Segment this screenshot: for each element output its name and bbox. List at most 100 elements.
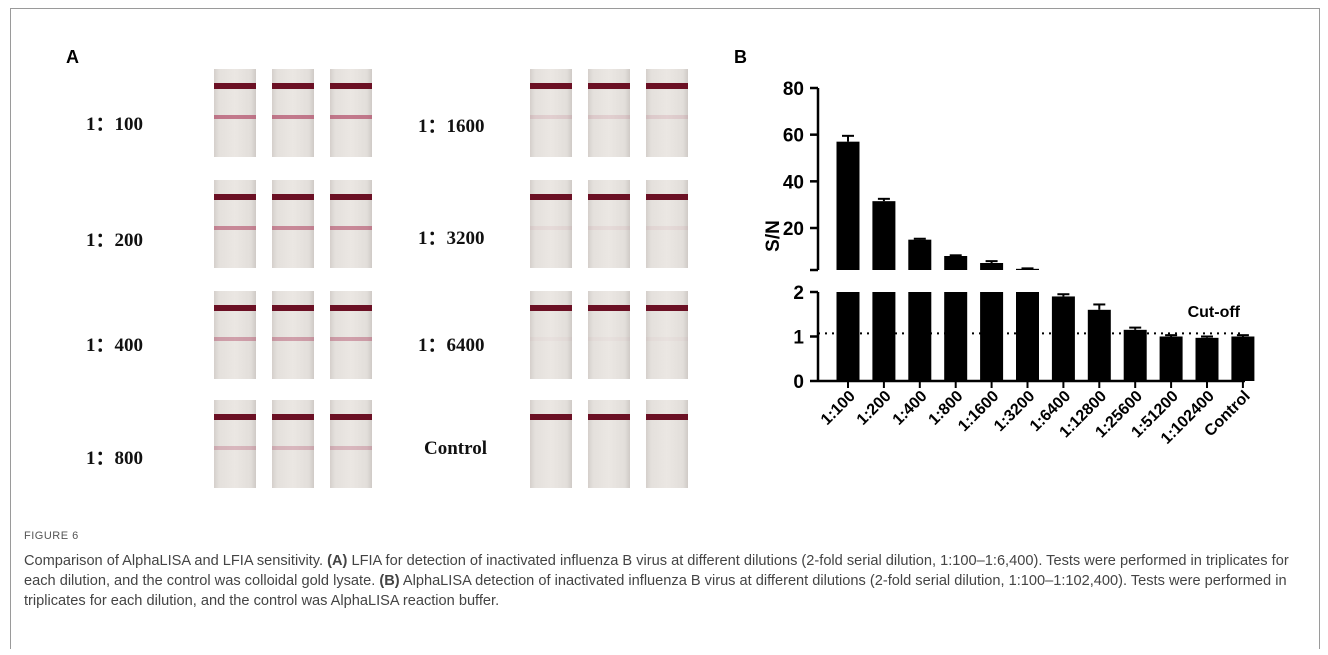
lfia-strip: [646, 69, 688, 157]
lfia-strip: [588, 69, 630, 157]
lfia-strip: [272, 180, 314, 268]
bar-lower: [1123, 329, 1147, 381]
control-line: [214, 83, 256, 89]
y-axis-label: S/N: [763, 220, 784, 252]
cutoff-label: Cut-off: [1188, 304, 1241, 321]
control-line: [588, 305, 630, 311]
control-line: [588, 83, 630, 89]
bar-upper: [980, 263, 1004, 270]
test-line: [330, 226, 372, 230]
test-line: [214, 446, 256, 450]
bar-upper: [908, 239, 932, 270]
alphalisa-bar-chart: Cut-off20406080012S/N1:1001:2001:4001:80…: [763, 79, 1255, 448]
figure-frame: [10, 8, 1320, 649]
caption-b-tag: (B): [379, 573, 400, 589]
caption-b-text: AlphaLISA detection of inactivated influ…: [24, 573, 1287, 609]
row-label-5: 1：1600: [418, 116, 485, 137]
test-line: [646, 226, 688, 230]
bar-lower: [980, 292, 1004, 381]
control-line: [646, 83, 688, 89]
lfia-strip: [214, 180, 256, 268]
bar-upper: [836, 141, 860, 270]
row-label-3: 1：400: [86, 335, 144, 356]
lfia-strip: [588, 400, 630, 488]
bar-lower: [836, 292, 860, 381]
caption-a-tag: (A): [327, 553, 348, 569]
test-line: [214, 226, 256, 230]
bar-lower: [1051, 296, 1075, 381]
control-line: [214, 414, 256, 420]
bar-upper: [944, 256, 968, 270]
lfia-strip: [530, 180, 572, 268]
control-line: [646, 194, 688, 200]
control-line: [530, 305, 572, 311]
test-line: [330, 337, 372, 341]
x-tick-label: 1:200: [854, 388, 895, 429]
bar-lower: [872, 292, 896, 381]
test-line: [272, 226, 314, 230]
bar-lower: [908, 292, 932, 381]
test-line: [330, 446, 372, 450]
test-line: [588, 115, 630, 119]
caption-a-text: LFIA for detection of inactivated influe…: [24, 553, 1289, 589]
lfia-strip: [272, 400, 314, 488]
row-label-8: Control: [424, 438, 487, 459]
control-line: [646, 414, 688, 420]
panel-a-letter: A: [66, 47, 79, 67]
row-label-6: 1：3200: [418, 228, 485, 249]
lfia-strip: [214, 400, 256, 488]
caption-title: Comparison of AlphaLISA and LFIA sensiti…: [24, 553, 324, 569]
lfia-strip: [646, 400, 688, 488]
lfia-strip: [272, 291, 314, 379]
bar-lower: [1231, 336, 1255, 381]
bar-lower: [944, 292, 968, 381]
row-label-1: 1：100: [86, 114, 144, 135]
control-line: [272, 305, 314, 311]
test-line: [214, 115, 256, 119]
test-line: [588, 337, 630, 341]
bar-lower: [1016, 292, 1039, 381]
control-line: [530, 414, 572, 420]
lfia-strip: [330, 180, 372, 268]
x-tick-label: 1:100: [818, 388, 859, 429]
control-line: [646, 305, 688, 311]
y-tick-label: 1: [793, 328, 804, 349]
bar-lower: [1087, 309, 1111, 381]
control-line: [214, 305, 256, 311]
lfia-strip: [214, 69, 256, 157]
control-line: [272, 83, 314, 89]
control-line: [330, 305, 372, 311]
test-line: [272, 446, 314, 450]
control-line: [330, 414, 372, 420]
test-line: [646, 337, 688, 341]
control-line: [330, 194, 372, 200]
bar-lower: [1195, 337, 1219, 381]
test-line: [330, 115, 372, 119]
bar-lower: [1159, 336, 1183, 381]
y-tick-label: 20: [783, 219, 804, 240]
lfia-strip: [330, 291, 372, 379]
row-label-4: 1：800: [86, 448, 144, 469]
y-tick-label: 60: [783, 126, 804, 147]
lfia-strip: [646, 180, 688, 268]
y-tick-label: 0: [793, 372, 804, 393]
test-line: [272, 337, 314, 341]
y-tick-label: 80: [783, 79, 804, 100]
control-line: [272, 414, 314, 420]
figure-caption: Comparison of AlphaLISA and LFIA sensiti…: [24, 551, 1309, 611]
y-tick-label: 40: [783, 172, 804, 193]
lfia-strip: [646, 291, 688, 379]
lfia-strip: [530, 400, 572, 488]
bar-upper: [872, 201, 896, 270]
panel-b-letter: B: [734, 47, 747, 67]
row-label-2: 1：200: [86, 230, 144, 251]
control-line: [588, 194, 630, 200]
lfia-strip: [530, 291, 572, 379]
row-label-7: 1：6400: [418, 335, 485, 356]
lfia-strip: [588, 291, 630, 379]
test-line: [588, 226, 630, 230]
lfia-strip: [272, 69, 314, 157]
x-tick-label: 1:400: [890, 388, 931, 429]
control-line: [214, 194, 256, 200]
lfia-strip: [214, 291, 256, 379]
